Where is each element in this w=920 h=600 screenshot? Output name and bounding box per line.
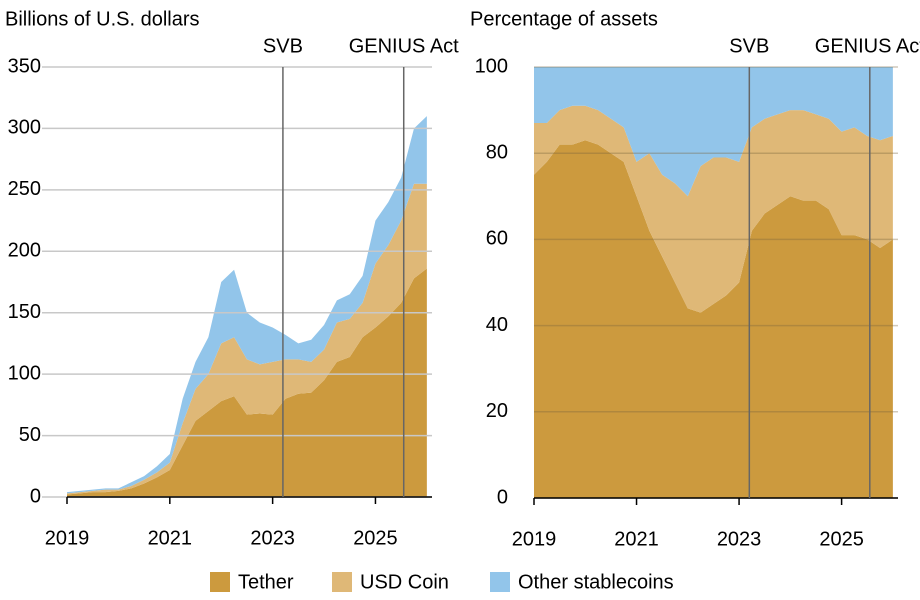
y-tick-label: 300 <box>8 117 41 139</box>
y-tick-label: 40 <box>486 314 508 336</box>
y-tick-label: 100 <box>475 55 508 77</box>
area <box>534 67 893 197</box>
area <box>534 105 893 313</box>
event-label: GENIUS Act <box>815 35 920 57</box>
y-tick-label: 50 <box>19 424 41 446</box>
x-tick-label: 2023 <box>717 528 762 550</box>
y-tick-label: 80 <box>486 141 508 163</box>
y-tick-label: 250 <box>8 178 41 200</box>
y-tick-label: 0 <box>30 485 41 507</box>
x-tick-label: 2021 <box>614 528 659 550</box>
event-label: SVB <box>729 35 769 57</box>
y-tick-label: 200 <box>8 240 41 262</box>
event-label: SVB <box>263 35 303 57</box>
x-tick-label: 2019 <box>45 527 90 549</box>
area <box>534 140 893 498</box>
legend-label: Other stablecoins <box>518 571 674 593</box>
legend-swatch <box>490 572 510 592</box>
x-tick-label: 2023 <box>250 527 295 549</box>
x-tick-label: 2025 <box>353 527 398 549</box>
area <box>67 116 427 494</box>
x-tick-label: 2021 <box>148 527 193 549</box>
area <box>67 268 427 497</box>
y-tick-label: 0 <box>497 486 508 508</box>
legend-swatch <box>332 572 352 592</box>
event-label: GENIUS Act <box>349 35 459 57</box>
legend-label: USD Coin <box>360 571 449 593</box>
legend-label: Tether <box>238 571 294 593</box>
y-axis-title: Percentage of assets <box>470 8 658 30</box>
legend-swatch <box>210 572 230 592</box>
y-tick-label: 350 <box>8 55 41 77</box>
area <box>67 183 427 495</box>
y-tick-label: 150 <box>8 301 41 323</box>
x-tick-label: 2019 <box>512 528 557 550</box>
x-tick-label: 2025 <box>819 528 864 550</box>
y-tick-label: 100 <box>8 362 41 384</box>
y-tick-label: 20 <box>486 400 508 422</box>
y-tick-label: 60 <box>486 228 508 250</box>
y-axis-title: Billions of U.S. dollars <box>5 8 200 30</box>
